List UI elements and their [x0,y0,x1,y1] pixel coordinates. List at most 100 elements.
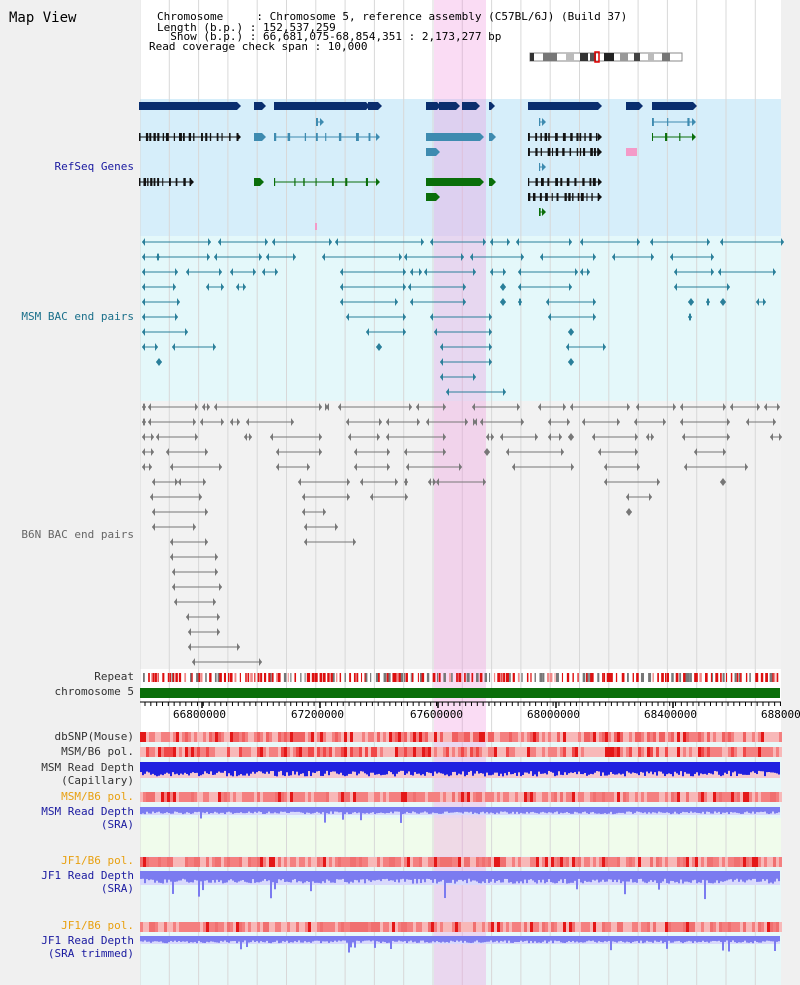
bac-end-pair[interactable] [148,418,196,426]
bac-end-pair[interactable] [570,403,630,411]
bac-end-pair[interactable] [636,403,676,411]
bac-end-pair[interactable] [335,238,424,246]
msm-depth-capillary-track[interactable] [140,762,780,778]
bac-end-pair[interactable] [170,553,218,561]
bac-end-pair[interactable] [230,268,256,276]
refseq-gene[interactable] [652,118,696,126]
bac-end-pair[interactable] [366,328,406,336]
bac-end-pair[interactable] [156,358,162,366]
bac-end-pair[interactable] [518,268,578,276]
bac-end-pair[interactable] [592,433,638,441]
bac-end-pair[interactable] [172,583,222,591]
bac-end-pair[interactable] [142,418,146,426]
refseq-gene[interactable] [539,208,546,216]
bac-end-pair[interactable] [506,448,564,456]
bac-end-pair[interactable] [170,463,222,471]
bac-end-pair[interactable] [325,403,329,411]
bac-end-pair[interactable] [246,418,294,426]
bac-end-pair[interactable] [142,298,180,306]
track-label-b6n-bac[interactable]: B6N BAC end pairs [21,528,134,541]
refseq-gene[interactable] [254,178,264,186]
bac-end-pair[interactable] [490,268,506,276]
refseq-gene[interactable] [528,148,602,156]
refseq-gene[interactable] [462,102,480,110]
bac-end-pair[interactable] [548,313,596,321]
refseq-gene[interactable] [139,178,194,186]
bac-end-pair[interactable] [546,298,596,306]
bac-end-pair[interactable] [346,313,406,321]
bac-end-pair[interactable] [670,253,714,261]
bac-end-pair[interactable] [680,418,730,426]
bac-end-pair[interactable] [230,418,240,426]
bac-end-pair[interactable] [304,538,356,546]
refseq-gene[interactable] [316,118,324,126]
bac-end-pair[interactable] [262,268,278,276]
bac-end-pair[interactable] [360,478,398,486]
bac-end-pair[interactable] [473,418,477,426]
jf1-pol-trim-track[interactable] [140,922,782,932]
bac-end-pair[interactable] [568,328,574,336]
bac-end-pair[interactable] [376,343,382,351]
bac-end-pair[interactable] [446,388,506,396]
bac-end-pair[interactable] [416,403,446,411]
bac-end-pair[interactable] [404,253,464,261]
bac-end-pair[interactable] [406,463,462,471]
bac-end-pair[interactable] [218,238,268,246]
refseq-gene[interactable] [652,133,696,141]
refseq-gene[interactable] [528,102,602,110]
refseq-gene[interactable] [528,133,602,141]
bac-end-pair[interactable] [348,433,380,441]
bac-end-pair[interactable] [338,403,412,411]
bac-end-pair[interactable] [580,268,590,276]
bac-end-pair[interactable] [436,478,486,486]
track-label-jf1-pol-2[interactable]: JF1/B6 pol. [61,919,134,932]
bac-end-pair[interactable] [152,478,178,486]
bac-end-pair[interactable] [604,478,660,486]
bac-end-pair[interactable] [580,238,640,246]
bac-end-pair[interactable] [548,433,562,441]
bac-end-pair[interactable] [674,268,714,276]
msm-pol-track[interactable] [140,747,782,757]
bac-end-pair[interactable] [472,403,520,411]
bac-end-pair[interactable] [142,238,211,246]
refseq-gene[interactable] [426,193,440,201]
refseq-gene[interactable] [652,102,697,110]
bac-end-pair[interactable] [688,313,692,321]
bac-end-pair[interactable] [426,418,468,426]
bac-end-pair[interactable] [688,298,694,306]
track-label-msm-depth-sra-1[interactable]: MSM Read Depth [41,805,134,818]
bac-end-pair[interactable] [634,418,666,426]
bac-end-pair[interactable] [354,463,390,471]
bac-end-pair[interactable] [142,448,154,456]
bac-end-pair[interactable] [304,523,338,531]
bac-end-pair[interactable] [346,418,382,426]
bac-end-pair[interactable] [188,643,240,651]
refseq-gene[interactable] [274,133,380,141]
bac-end-pair[interactable] [152,523,196,531]
bac-end-pair[interactable] [142,433,154,441]
bac-end-pair[interactable] [424,268,476,276]
refseq-gene[interactable] [254,133,266,141]
bac-end-pair[interactable] [480,418,524,426]
bac-end-pair[interactable] [276,463,310,471]
bac-end-pair[interactable] [548,418,570,426]
bac-end-pair[interactable] [354,448,390,456]
bac-end-pair[interactable] [470,253,524,261]
track-label-dbsnp[interactable]: dbSNP(Mouse) [54,730,134,743]
bac-end-pair[interactable] [516,238,572,246]
refseq-gene[interactable] [528,193,602,201]
jf1-depth-sra-track[interactable] [140,871,780,900]
bac-end-pair[interactable] [500,283,506,291]
track-label-jf1-pol[interactable]: JF1/B6 pol. [61,854,134,867]
bac-end-pair[interactable] [170,538,208,546]
bac-end-pair[interactable] [694,448,726,456]
bac-end-pair[interactable] [646,433,654,441]
bac-end-pair[interactable] [518,283,572,291]
refseq-gene[interactable] [274,178,380,186]
bac-end-pair[interactable] [756,298,766,306]
bac-end-pair[interactable] [430,313,492,321]
track-label-msm-depth-cap-1[interactable]: MSM Read Depth [41,761,134,774]
bac-end-pair[interactable] [302,493,350,501]
refseq-gene[interactable] [539,163,546,171]
ideogram-position-marker[interactable] [594,51,600,63]
